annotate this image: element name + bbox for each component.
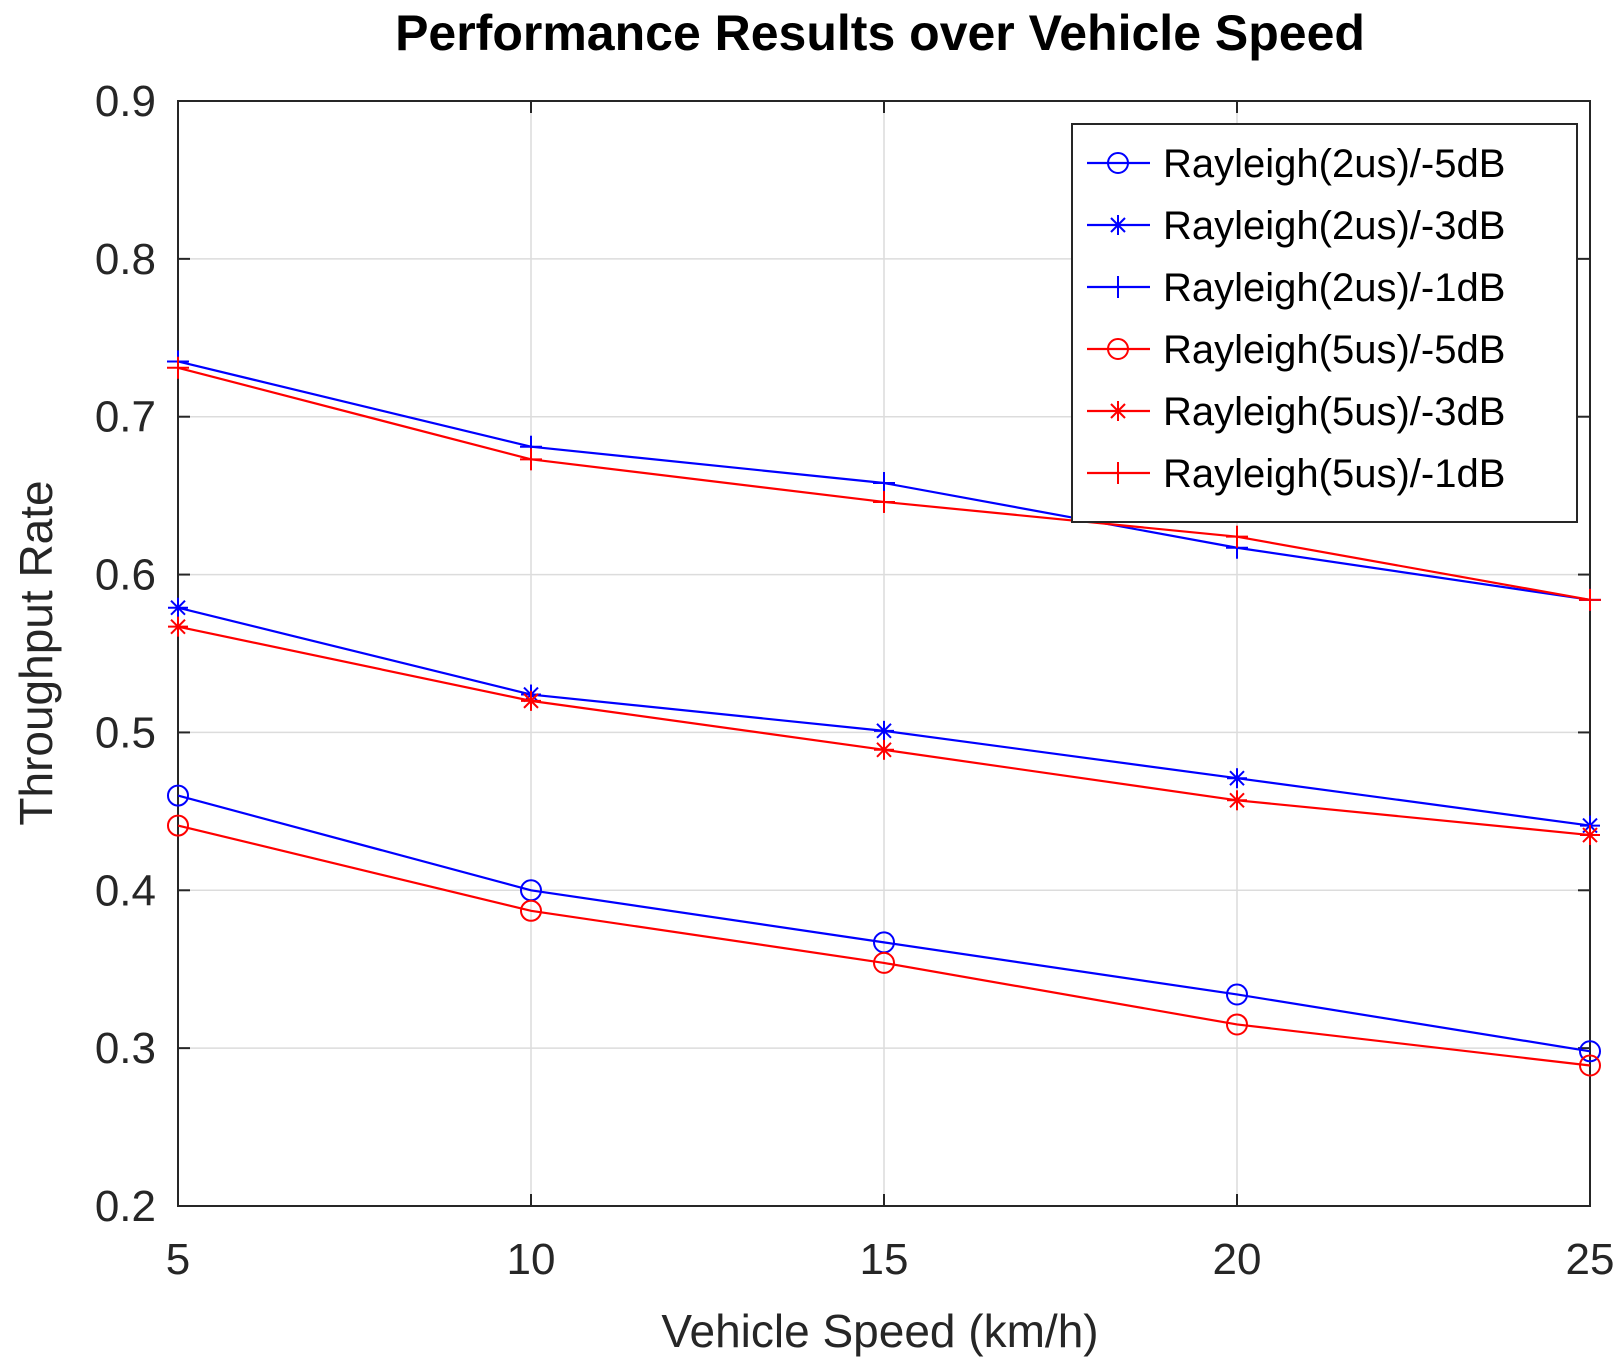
x-tick-label: 20	[1213, 1235, 1262, 1284]
data-point-marker	[873, 490, 895, 513]
data-point-marker	[1227, 790, 1247, 811]
data-point-marker	[167, 784, 189, 807]
x-tick-label: 15	[860, 1235, 909, 1284]
legend-label: Rayleigh(2us)/-1dB	[1163, 266, 1505, 310]
data-point-marker	[873, 951, 895, 974]
series-6	[167, 356, 1601, 611]
x-axis-label: Vehicle Speed (km/h)	[661, 1305, 1098, 1357]
series-5	[168, 616, 1600, 846]
data-point-marker	[167, 814, 189, 837]
data-point-marker	[1579, 588, 1601, 611]
legend-entry: Rayleigh(2us)/-1dB	[1087, 266, 1505, 310]
y-axis-label: Throughput Rate	[10, 480, 62, 825]
data-point-marker	[874, 739, 894, 760]
y-tick-label: 0.4	[95, 866, 156, 915]
legend-label: Rayleigh(5us)/-3dB	[1163, 390, 1505, 434]
data-point-marker	[1579, 1040, 1601, 1063]
series-line	[177, 794, 1591, 1053]
data-point-marker	[521, 690, 541, 711]
data-point-marker	[1226, 983, 1248, 1006]
series-4	[167, 814, 1601, 1077]
data-point-marker	[1579, 1054, 1601, 1077]
data-point-marker	[167, 356, 189, 379]
legend-entry: Rayleigh(5us)/-3dB	[1087, 390, 1505, 434]
series-group	[167, 350, 1601, 1077]
legend-entry: Rayleigh(2us)/-5dB	[1087, 142, 1505, 186]
data-point-marker	[1227, 768, 1247, 789]
data-point-marker	[520, 899, 542, 922]
chart-title: Performance Results over Vehicle Speed	[395, 5, 1365, 61]
legend-box	[1071, 123, 1578, 523]
data-point-marker	[1107, 152, 1129, 174]
data-point-marker	[873, 472, 895, 495]
legend-entry: Rayleigh(5us)/-5dB	[1087, 328, 1505, 372]
legend-label: Rayleigh(5us)/-1dB	[1163, 452, 1505, 496]
y-tick-label: 0.2	[95, 1182, 156, 1231]
y-tick-label: 0.3	[95, 1024, 156, 1073]
data-point-marker	[1580, 825, 1600, 846]
data-point-marker	[1107, 338, 1129, 360]
data-point-marker	[168, 597, 188, 618]
data-point-marker	[874, 720, 894, 741]
legend-label: Rayleigh(5us)/-5dB	[1163, 328, 1505, 372]
legend-label: Rayleigh(2us)/-3dB	[1163, 204, 1505, 248]
legend-label: Rayleigh(2us)/-5dB	[1163, 142, 1505, 186]
x-tick-label: 25	[1566, 1235, 1615, 1284]
data-point-marker	[1107, 276, 1129, 298]
data-point-marker	[1108, 401, 1128, 421]
y-tick-label: 0.7	[95, 393, 156, 442]
y-tick-label: 0.9	[95, 77, 156, 126]
series-line	[177, 824, 1591, 1067]
x-tick-label: 5	[166, 1235, 190, 1284]
data-point-marker	[1107, 462, 1129, 484]
ticks: 5 10 15 20 25 0.2 0.3 0.4 0.5 0.6 0.7 0.8 0.9	[95, 77, 1615, 1284]
data-point-marker	[168, 616, 188, 637]
data-point-marker	[1226, 1013, 1248, 1036]
data-point-marker	[1108, 215, 1128, 235]
data-point-marker	[1226, 525, 1248, 548]
y-tick-label: 0.8	[95, 235, 156, 284]
y-tick-label: 0.5	[95, 708, 156, 757]
data-point-marker	[520, 448, 542, 471]
legend-entry: Rayleigh(2us)/-3dB	[1087, 204, 1505, 248]
x-tick-label: 10	[507, 1235, 556, 1284]
legend: Rayleigh(2us)/-5dB Rayleigh(2us)/-3dB Rayl…	[1071, 123, 1578, 523]
y-tick-label: 0.6	[95, 551, 156, 600]
legend-entry: Rayleigh(5us)/-1dB	[1087, 452, 1505, 496]
